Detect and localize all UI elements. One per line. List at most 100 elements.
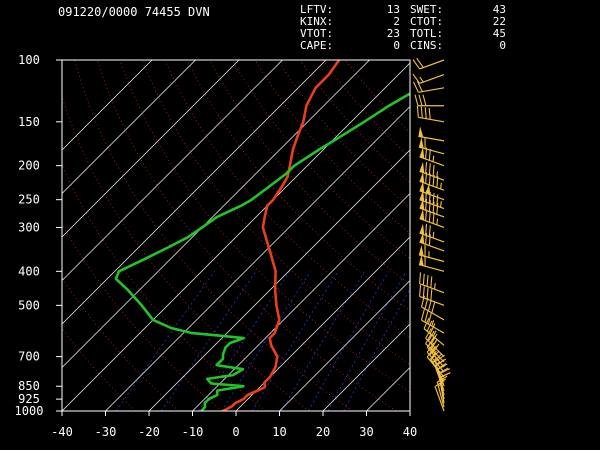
wind-barb — [414, 94, 444, 107]
temperature-point — [289, 164, 291, 167]
dry-adiabat-line — [209, 60, 410, 286]
temperature-point — [268, 337, 271, 339]
wind-barb — [416, 105, 445, 123]
index-label: SWET: — [410, 3, 443, 16]
dewpoint-point — [229, 342, 231, 344]
dewpoint-point — [286, 172, 288, 174]
temperature-point — [242, 398, 245, 400]
temperature-point — [274, 288, 276, 291]
temperature-point — [296, 135, 299, 138]
temperature-point — [314, 87, 317, 89]
temperature-point — [276, 355, 279, 358]
dewpoint-point — [446, 74, 448, 76]
wind-barb — [412, 73, 445, 84]
temperature-axis: -40 -30 -20 -10 0 10 20 30 40 — [51, 411, 417, 439]
temperature-point — [305, 104, 308, 107]
dewpoint-point — [191, 332, 193, 334]
temperature-point — [302, 121, 305, 123]
isotherm-line — [235, 236, 410, 411]
wind-barb — [418, 137, 445, 155]
dewpoint-point — [219, 334, 221, 337]
dry-adiabat-line — [322, 60, 410, 158]
temperature-point — [275, 304, 278, 307]
wind-barb — [419, 161, 445, 181]
wind-barb — [419, 272, 445, 294]
temperature-point — [292, 148, 294, 151]
temperature-tick-label: -20 — [138, 425, 160, 439]
isotherm-line — [322, 323, 410, 411]
dry-adiabat-line — [299, 60, 410, 183]
temperature-point — [262, 226, 264, 229]
temperature-tick-label: 0 — [232, 425, 239, 439]
temperature-tick-label: -30 — [95, 425, 117, 439]
wind-barb — [419, 147, 445, 167]
index-value: 43 — [493, 3, 506, 16]
wind-barb — [418, 254, 445, 272]
temperature-tick-label: 10 — [272, 425, 286, 439]
mixing-ratio-line — [198, 271, 291, 411]
temperature-tick-label: -10 — [182, 425, 204, 439]
wind-barb — [413, 81, 445, 93]
station-header: 091220/0000 74455 DVN — [58, 5, 210, 19]
index-label: CAPE: — [300, 39, 333, 52]
dewpoint-point — [240, 204, 242, 207]
dewpoint-point — [152, 319, 154, 321]
temperature-point — [262, 387, 265, 389]
dry-adiabat-line — [344, 60, 410, 133]
dry-adiabat-line — [164, 60, 410, 339]
dewpoint-point — [267, 186, 270, 188]
pressure-tick-label: 850 — [18, 379, 40, 393]
mixing-ratio-lines — [115, 271, 410, 411]
dewpoint-point — [215, 364, 218, 366]
index-value: 23 — [387, 27, 400, 40]
dry-adiabat-line — [119, 60, 410, 393]
temperature-point — [264, 385, 266, 388]
isotherm-line — [409, 410, 410, 411]
temperature-tick-label: 20 — [316, 425, 330, 439]
wind-barb — [419, 223, 445, 243]
pressure-tick-label: 400 — [18, 264, 40, 278]
dry-adiabat-line — [277, 60, 410, 209]
temperature-point — [254, 390, 257, 393]
temperature-tick-label: 30 — [359, 425, 373, 439]
stability-indices: LFTV: 13 KINX: 2 VTOT: 23 CAPE: 0 SWET: 43 CTOT: 22… — [300, 3, 506, 52]
dewpoint-point — [210, 382, 213, 385]
dewpoint-point — [388, 104, 390, 107]
dewpoint-point — [118, 270, 120, 273]
dewpoint-point — [143, 258, 145, 261]
index-label: LFTV: — [300, 3, 333, 16]
mixing-ratio-line — [308, 271, 390, 411]
index-value: 22 — [493, 15, 506, 28]
wind-barb — [419, 181, 445, 201]
wind-barb — [434, 379, 445, 412]
pressure-tick-label: 300 — [18, 220, 40, 234]
dewpoint-point — [232, 374, 234, 376]
index-value: 45 — [493, 27, 506, 40]
temperature-point — [280, 186, 283, 188]
pressure-tick-label: 500 — [18, 298, 40, 312]
dry-adiabat-line — [74, 60, 354, 411]
dewpoint-point — [216, 216, 218, 218]
temperature-point — [272, 198, 275, 201]
pressure-tick-label: 925 — [18, 392, 40, 406]
dewpoint-point — [169, 245, 171, 248]
temperature-point — [328, 73, 330, 76]
pressure-tick-label: 250 — [18, 193, 40, 207]
isotherm-line — [62, 62, 410, 411]
temperature-point — [269, 250, 271, 252]
wind-barb — [423, 318, 445, 346]
isotherm-line — [62, 60, 240, 238]
dry-adiabat-line — [62, 95, 310, 411]
isotherm-line — [192, 193, 410, 411]
mixing-ratio-line — [343, 288, 410, 411]
index-label: TOTL: — [410, 27, 443, 40]
isotherm-line — [148, 149, 410, 411]
dewpoint-point — [242, 368, 244, 371]
index-value: 0 — [499, 39, 506, 52]
dewpoint-point — [206, 378, 208, 380]
temperature-point — [273, 332, 276, 334]
index-value: 0 — [393, 39, 400, 52]
isotherm-line — [105, 106, 410, 411]
index-value: 2 — [393, 15, 400, 28]
